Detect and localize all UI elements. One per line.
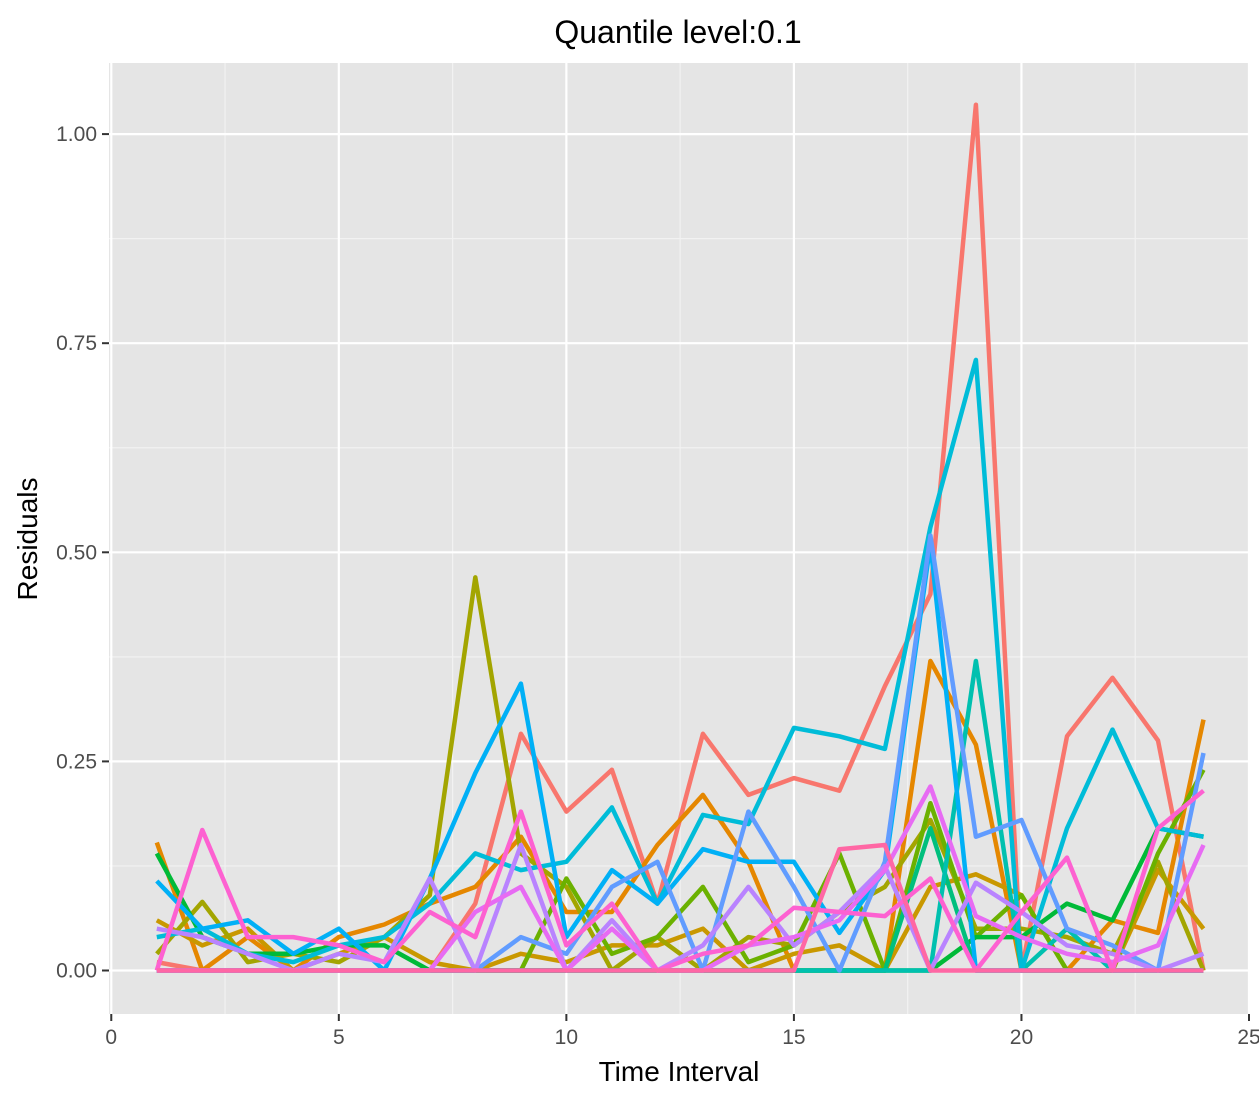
y-tick-label: 0.00: [56, 960, 97, 983]
y-tick-label: 0.75: [56, 332, 97, 355]
y-axis: 0.00 0.25 0.50 0.75 1.00: [56, 123, 109, 983]
series-line-9: [156, 357, 1204, 973]
chart-title: Quantile level:0.1: [554, 14, 801, 50]
x-tick-label: 20: [1010, 1026, 1033, 1049]
x-tick-label: 0: [105, 1026, 117, 1049]
x-tick-label: 5: [333, 1026, 345, 1049]
y-tick-label: 1.00: [56, 123, 97, 146]
y-tick-label: 0.50: [56, 541, 97, 564]
x-axis: 0 5 10 15 20 25: [105, 1014, 1259, 1049]
major-gridlines: [109, 63, 1251, 1014]
x-tick-label: 10: [555, 1026, 578, 1049]
series-lines: [154, 102, 1206, 973]
x-tick-label: 25: [1237, 1026, 1259, 1049]
y-axis-title: Residuals: [12, 478, 43, 601]
x-axis-title: Time Interval: [599, 1056, 760, 1087]
series-line-12: [156, 842, 1205, 973]
series-line-15: [156, 842, 1204, 973]
series-line-14: [154, 788, 1205, 973]
plot-panel: [109, 63, 1249, 1014]
y-tick-label: 0.25: [56, 750, 97, 773]
x-tick-label: 15: [782, 1026, 805, 1049]
